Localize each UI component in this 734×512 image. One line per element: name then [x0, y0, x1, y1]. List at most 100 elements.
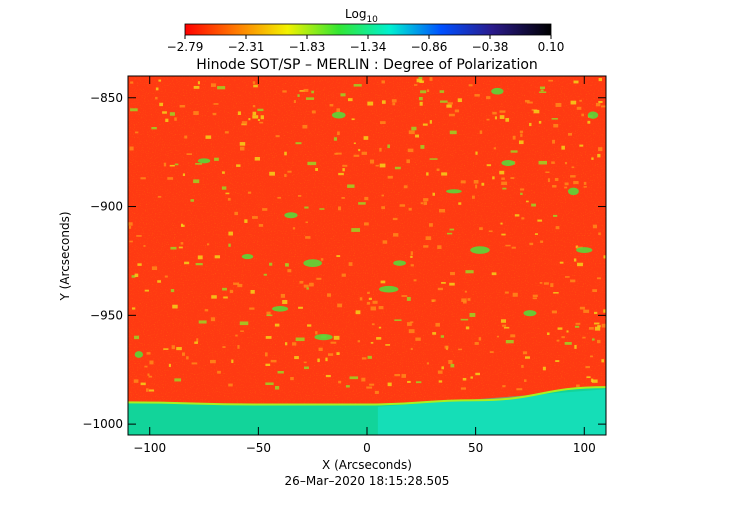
polarization-patch [292, 227, 296, 230]
polarization-patch [407, 322, 412, 326]
polarization-patch [351, 118, 355, 121]
polarization-patch [353, 154, 360, 157]
polarization-patch [423, 198, 429, 202]
polarization-patch [406, 296, 411, 301]
polarization-patch [378, 326, 382, 329]
polarization-patch [155, 87, 159, 91]
polarization-patch [597, 325, 601, 328]
polarization-patch [502, 324, 507, 327]
polarization-patch [570, 175, 576, 178]
polarization-patch [478, 337, 482, 341]
polarization-patch [372, 300, 378, 304]
polarization-patch [420, 90, 427, 94]
polarization-patch [462, 300, 467, 304]
polarization-patch [186, 153, 193, 156]
polarization-patch [415, 337, 421, 341]
polarization-patch [361, 357, 367, 360]
polarization-patch [555, 226, 560, 230]
polarization-patch [366, 301, 371, 305]
polarization-patch [481, 182, 485, 186]
polarization-patch [576, 106, 582, 110]
x-tick-label: 100 [573, 441, 596, 455]
polarization-patch [583, 309, 590, 313]
polarization-patch [439, 90, 445, 93]
x-tick-label: 50 [468, 441, 483, 455]
polarization-patch [367, 291, 370, 294]
polarization-patch [264, 352, 268, 357]
polarization-patch [474, 342, 479, 345]
polarization-patch [184, 135, 188, 139]
polarization-patch [298, 306, 303, 309]
polarization-patch [317, 358, 320, 363]
polarization-patch [471, 195, 475, 199]
polarization-patch [601, 359, 605, 363]
polarization-patch [464, 290, 467, 293]
polarization-patch [576, 384, 580, 387]
polarization-patch [239, 321, 249, 326]
polarization-patch [184, 261, 190, 265]
polarization-patch [596, 277, 601, 280]
polarization-patch [363, 136, 369, 140]
polarization-patch [416, 78, 423, 83]
polarization-patch [357, 340, 361, 343]
polarization-patch [520, 133, 523, 137]
polarization-patch [539, 91, 547, 94]
polarization-patch [410, 347, 413, 351]
polarization-patch [342, 168, 345, 172]
polarization-patch [128, 222, 133, 226]
polarization-patch [292, 342, 297, 346]
polarization-patch [304, 366, 309, 370]
polarization-patch [277, 370, 284, 374]
polarization-patch [333, 137, 338, 141]
polarization-patch [469, 312, 476, 317]
polarization-patch [532, 294, 538, 298]
polarization-patch [134, 273, 139, 277]
solar-limb [128, 386, 606, 406]
polarization-patch [592, 289, 598, 293]
polarization-patch [533, 109, 540, 114]
polarization-patch [410, 251, 413, 256]
polarization-patches [128, 76, 606, 394]
polarization-patch [524, 356, 530, 359]
polarization-patch [559, 261, 564, 264]
polarization-patch [228, 231, 233, 236]
polarization-patch [552, 139, 555, 144]
polarization-patch [540, 89, 544, 92]
polarization-patch [129, 146, 134, 151]
polarization-patch [266, 311, 271, 316]
polarization-patch [418, 96, 423, 101]
polarization-patch [252, 111, 257, 116]
polarization-patch [598, 232, 601, 235]
polarization-patch [369, 383, 375, 386]
polarization-patch [391, 99, 397, 103]
polarization-patch-strong [284, 212, 298, 219]
polarization-patch [579, 99, 582, 102]
polarization-patch [151, 127, 157, 130]
polarization-patch [311, 90, 315, 94]
polarization-patch [140, 382, 146, 386]
polarization-patch [193, 111, 199, 115]
colorbar-tick-label: 0.10 [538, 40, 565, 54]
polarization-patch [553, 123, 559, 128]
polarization-patch [557, 327, 563, 330]
polarization-patch [520, 192, 523, 195]
polarization-patch [475, 372, 480, 376]
polarization-patch [244, 219, 248, 223]
polarization-patch [240, 330, 244, 332]
polarization-patch [172, 304, 178, 309]
polarization-patch [399, 204, 406, 207]
polarization-map [128, 76, 606, 435]
polarization-patch [302, 124, 308, 129]
polarization-patch [349, 376, 359, 380]
polarization-patch [529, 242, 534, 246]
polarization-patch [252, 105, 256, 108]
polarization-patch [378, 306, 384, 310]
polarization-patch [341, 197, 345, 199]
colorbar-tick-label: −1.34 [350, 40, 387, 54]
polarization-patch [426, 89, 430, 93]
polarization-patch [460, 318, 469, 321]
polarization-patch [136, 235, 142, 237]
polarization-patch [214, 255, 220, 259]
polarization-patch [510, 177, 515, 179]
polarization-patch [538, 160, 548, 165]
